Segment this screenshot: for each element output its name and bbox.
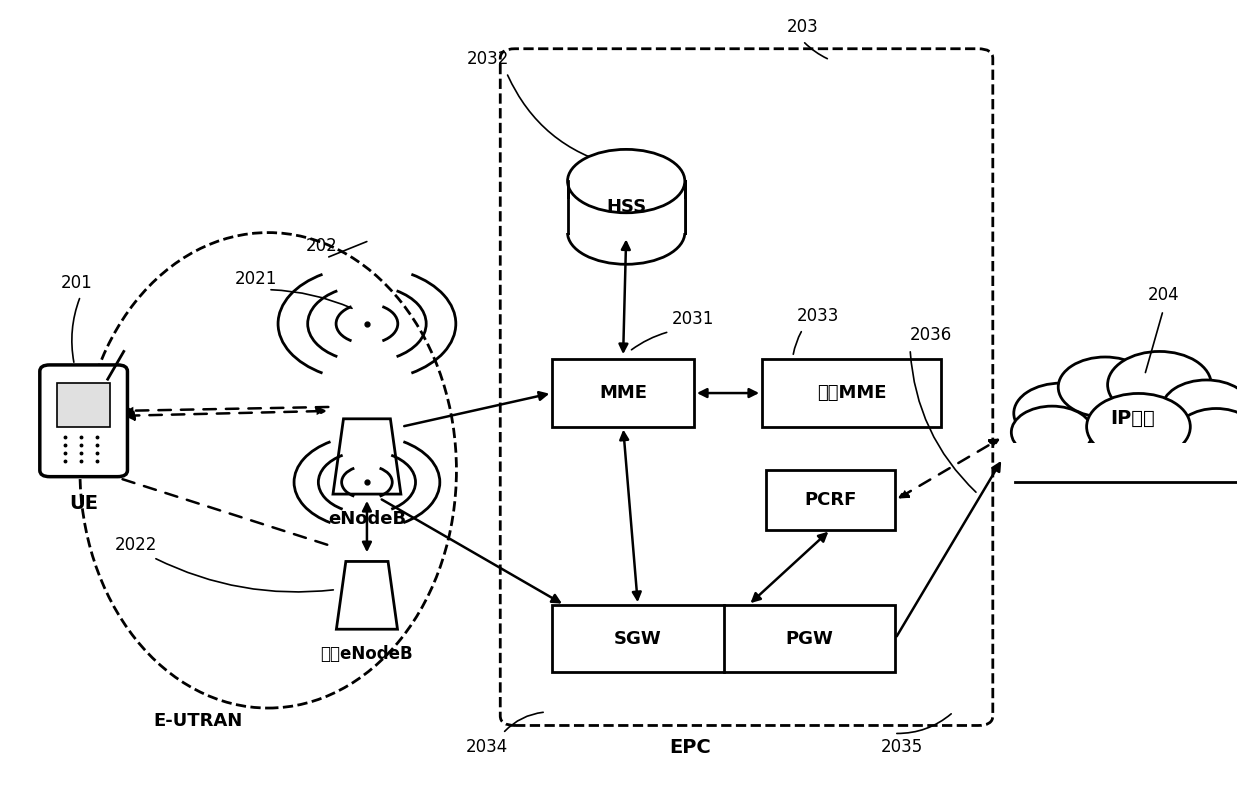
Text: 204: 204 xyxy=(1147,286,1179,304)
Circle shape xyxy=(1012,406,1092,458)
FancyBboxPatch shape xyxy=(552,605,895,673)
FancyBboxPatch shape xyxy=(552,359,694,427)
Text: 其它eNodeB: 其它eNodeB xyxy=(321,645,413,662)
Text: UE: UE xyxy=(69,494,98,513)
Bar xyxy=(567,200,686,232)
Text: 2033: 2033 xyxy=(796,307,839,326)
Text: MME: MME xyxy=(599,384,647,402)
Text: 2036: 2036 xyxy=(910,326,952,343)
FancyBboxPatch shape xyxy=(761,359,941,427)
Bar xyxy=(568,181,684,232)
Circle shape xyxy=(1176,409,1240,460)
Bar xyxy=(57,383,110,427)
Text: 202: 202 xyxy=(305,237,337,255)
Text: IP业务: IP业务 xyxy=(1110,409,1154,429)
Text: PGW: PGW xyxy=(786,630,833,648)
Text: 2035: 2035 xyxy=(880,738,923,757)
Polygon shape xyxy=(334,419,401,494)
Text: 其它MME: 其它MME xyxy=(817,384,887,402)
Text: eNodeB: eNodeB xyxy=(327,510,405,528)
FancyBboxPatch shape xyxy=(40,365,128,476)
Ellipse shape xyxy=(79,232,456,708)
Circle shape xyxy=(1058,357,1152,417)
Text: 203: 203 xyxy=(787,18,818,36)
Circle shape xyxy=(1014,383,1107,444)
Text: E-UTRAN: E-UTRAN xyxy=(154,713,243,730)
Ellipse shape xyxy=(568,201,684,264)
Text: EPC: EPC xyxy=(670,738,712,757)
Text: HSS: HSS xyxy=(606,198,646,215)
FancyBboxPatch shape xyxy=(765,470,895,530)
Text: 2032: 2032 xyxy=(466,49,510,68)
Text: 2021: 2021 xyxy=(234,270,277,288)
Text: 2034: 2034 xyxy=(465,738,508,757)
Text: 201: 201 xyxy=(61,274,93,292)
Polygon shape xyxy=(336,562,398,629)
Ellipse shape xyxy=(568,149,684,213)
Text: PCRF: PCRF xyxy=(805,491,857,509)
Text: SGW: SGW xyxy=(614,630,662,648)
Circle shape xyxy=(1162,380,1240,437)
Bar xyxy=(1009,443,1240,490)
Circle shape xyxy=(1107,351,1211,418)
Text: 2031: 2031 xyxy=(672,310,714,328)
Circle shape xyxy=(1086,393,1190,460)
Text: 2022: 2022 xyxy=(115,535,157,554)
FancyBboxPatch shape xyxy=(500,49,993,725)
